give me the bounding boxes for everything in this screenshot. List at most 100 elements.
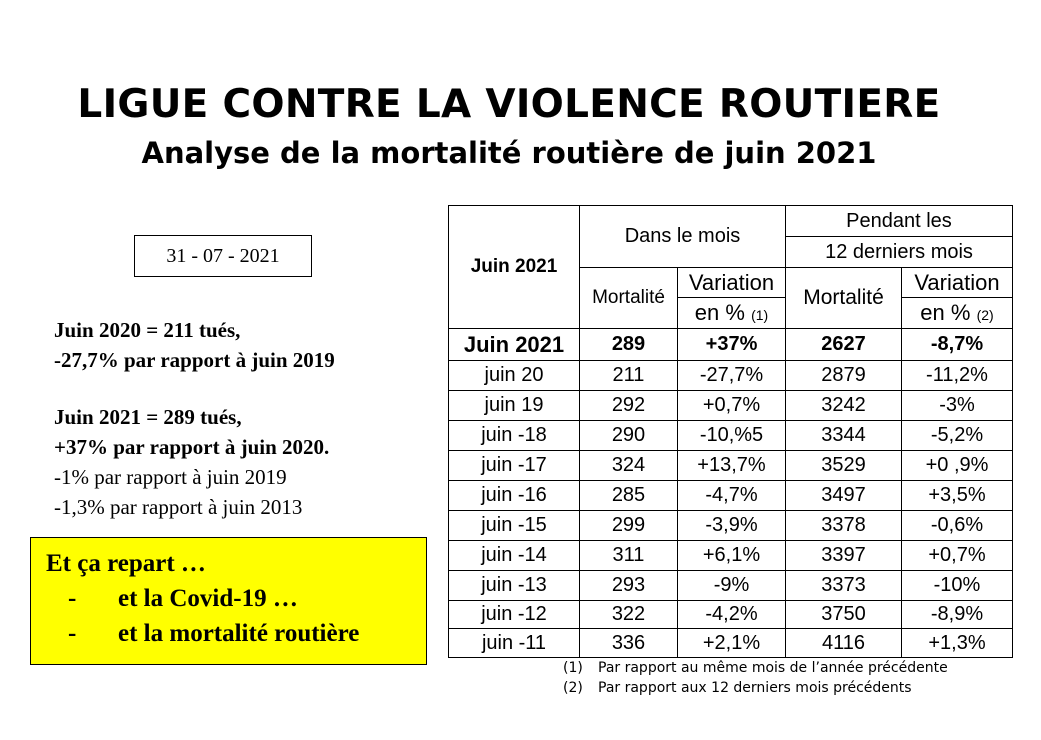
cell-variation: -27,7% <box>677 360 786 391</box>
callout-line: Et ça repart … <box>46 550 206 577</box>
cell-variation-12: +0,7% <box>901 540 1013 571</box>
mortality-table: Juin 2021 Dans le mois Pendant les 12 de… <box>448 205 1013 658</box>
row-label: juin 20 <box>448 360 580 391</box>
cell-mortalite: 211 <box>579 360 678 391</box>
col-enpct-label: en % <box>694 300 745 325</box>
cell-variation-12: -8,7% <box>901 328 1013 361</box>
summary-line: -27,7% par rapport à juin 2019 <box>54 348 335 372</box>
header-month: Dans le mois <box>579 205 786 268</box>
cell-mortalite-12: 3497 <box>785 480 902 511</box>
col-mortalite-12: Mortalité <box>785 267 902 329</box>
note-ref-2: (2) <box>976 307 994 323</box>
callout-line: et la Covid-19 … <box>118 585 298 612</box>
header-12-months-line1: Pendant les <box>785 205 1013 237</box>
bullet-dash: - <box>68 620 77 647</box>
cell-variation-12: -0,6% <box>901 510 1013 541</box>
row-label: Juin 2021 <box>448 328 580 361</box>
summary-line: Juin 2021 = 289 tués, <box>54 405 242 429</box>
cell-mortalite-12: 3397 <box>785 540 902 571</box>
summary-line: -1% par rapport à juin 2019 <box>54 465 287 489</box>
table-row: juin 20 211 -27,7% 2879 -11,2% <box>448 360 1013 391</box>
cell-mortalite: 311 <box>579 540 678 571</box>
cell-mortalite-12: 2879 <box>785 360 902 391</box>
cell-mortalite-12: 2627 <box>785 328 902 361</box>
cell-mortalite-12: 3750 <box>785 600 902 629</box>
cell-mortalite-12: 3242 <box>785 390 902 421</box>
cell-mortalite: 322 <box>579 600 678 629</box>
header-12-months-line2: 12 derniers mois <box>785 236 1013 268</box>
cell-variation-12: +0 ,9% <box>901 450 1013 481</box>
table-row-highlight: Juin 2021 289 +37% 2627 -8,7% <box>448 328 1013 361</box>
cell-variation-12: -11,2% <box>901 360 1013 391</box>
row-label: juin -11 <box>448 628 580 658</box>
footnote-text: Par rapport au même mois de l’année préc… <box>598 660 948 676</box>
callout-bullet-line: - et la Covid-19 … <box>46 581 426 616</box>
footnote-number: (2) <box>563 680 583 696</box>
table-row: juin -17 324 +13,7% 3529 +0 ,9% <box>448 450 1013 481</box>
cell-variation: -10,%5 <box>677 420 786 451</box>
cell-variation-12: -10% <box>901 570 1013 601</box>
cell-variation-12: -3% <box>901 390 1013 421</box>
cell-mortalite-12: 3378 <box>785 510 902 541</box>
date-box: 31 - 07 - 2021 <box>134 235 312 277</box>
footnote-number: (1) <box>563 660 583 676</box>
col-variation: Variation <box>677 267 786 298</box>
cell-variation: +6,1% <box>677 540 786 571</box>
cell-variation: +37% <box>677 328 786 361</box>
row-label: juin 19 <box>448 390 580 421</box>
cell-variation: -4,2% <box>677 600 786 629</box>
note-ref-1: (1) <box>751 307 769 323</box>
summary-line: -1,3% par rapport à juin 2013 <box>54 495 303 519</box>
callout-bullet-line: - et la mortalité routière <box>46 616 426 651</box>
cell-variation: +0,7% <box>677 390 786 421</box>
row-label: juin -13 <box>448 570 580 601</box>
table-row: juin -11 336 +2,1% 4116 +1,3% <box>448 628 1013 658</box>
page-title: LIGUE CONTRE LA VIOLENCE ROUTIERE <box>77 82 941 127</box>
table-row: juin 19 292 +0,7% 3242 -3% <box>448 390 1013 421</box>
cell-mortalite-12: 4116 <box>785 628 902 658</box>
cell-mortalite: 289 <box>579 328 678 361</box>
cell-mortalite: 324 <box>579 450 678 481</box>
cell-variation: -4,7% <box>677 480 786 511</box>
summary-2020: Juin 2020 = 211 tués, -27,7% par rapport… <box>54 315 335 375</box>
table-row: juin -16 285 -4,7% 3497 +3,5% <box>448 480 1013 511</box>
footnote: (1) Par rapport au même mois de l’année p… <box>563 658 948 678</box>
summary-2021: Juin 2021 = 289 tués, +37% par rapport à… <box>54 402 329 522</box>
row-label: juin -16 <box>448 480 580 511</box>
bullet-dash: - <box>68 585 77 612</box>
cell-mortalite-12: 3529 <box>785 450 902 481</box>
table-corner: Juin 2021 <box>448 205 580 329</box>
col-variation-12: Variation <box>901 267 1013 298</box>
cell-variation-12: -8,9% <box>901 600 1013 629</box>
callout-line: et la mortalité routière <box>118 620 360 647</box>
cell-mortalite: 285 <box>579 480 678 511</box>
row-label: juin -18 <box>448 420 580 451</box>
cell-variation: +2,1% <box>677 628 786 658</box>
page-subtitle: Analyse de la mortalité routière de juin… <box>141 136 877 170</box>
cell-variation-12: +1,3% <box>901 628 1013 658</box>
cell-mortalite-12: 3344 <box>785 420 902 451</box>
row-label: juin -17 <box>448 450 580 481</box>
cell-mortalite: 293 <box>579 570 678 601</box>
table-row: juin -12 322 -4,2% 3750 -8,9% <box>448 600 1013 629</box>
col-enpct: en % (1) <box>677 297 786 329</box>
cell-mortalite: 290 <box>579 420 678 451</box>
summary-line: +37% par rapport à juin 2020. <box>54 435 330 459</box>
col-enpct-label: en % <box>920 300 971 325</box>
row-label: juin -14 <box>448 540 580 571</box>
row-label: juin -15 <box>448 510 580 541</box>
col-mortalite: Mortalité <box>579 267 678 329</box>
footnote-text: Par rapport aux 12 derniers mois précéde… <box>598 680 912 696</box>
row-label: juin -12 <box>448 600 580 629</box>
cell-variation: -9% <box>677 570 786 601</box>
summary-line: Juin 2020 = 211 tués, <box>54 318 241 342</box>
callout-box: Et ça repart … - et la Covid-19 … - et la … <box>30 537 427 665</box>
cell-mortalite: 299 <box>579 510 678 541</box>
cell-variation-12: +3,5% <box>901 480 1013 511</box>
cell-variation: +13,7% <box>677 450 786 481</box>
footnotes: (1) Par rapport au même mois de l’année p… <box>563 658 948 698</box>
table-row: juin -15 299 -3,9% 3378 -0,6% <box>448 510 1013 541</box>
cell-mortalite: 292 <box>579 390 678 421</box>
cell-variation-12: -5,2% <box>901 420 1013 451</box>
table-row: juin -14 311 +6,1% 3397 +0,7% <box>448 540 1013 571</box>
